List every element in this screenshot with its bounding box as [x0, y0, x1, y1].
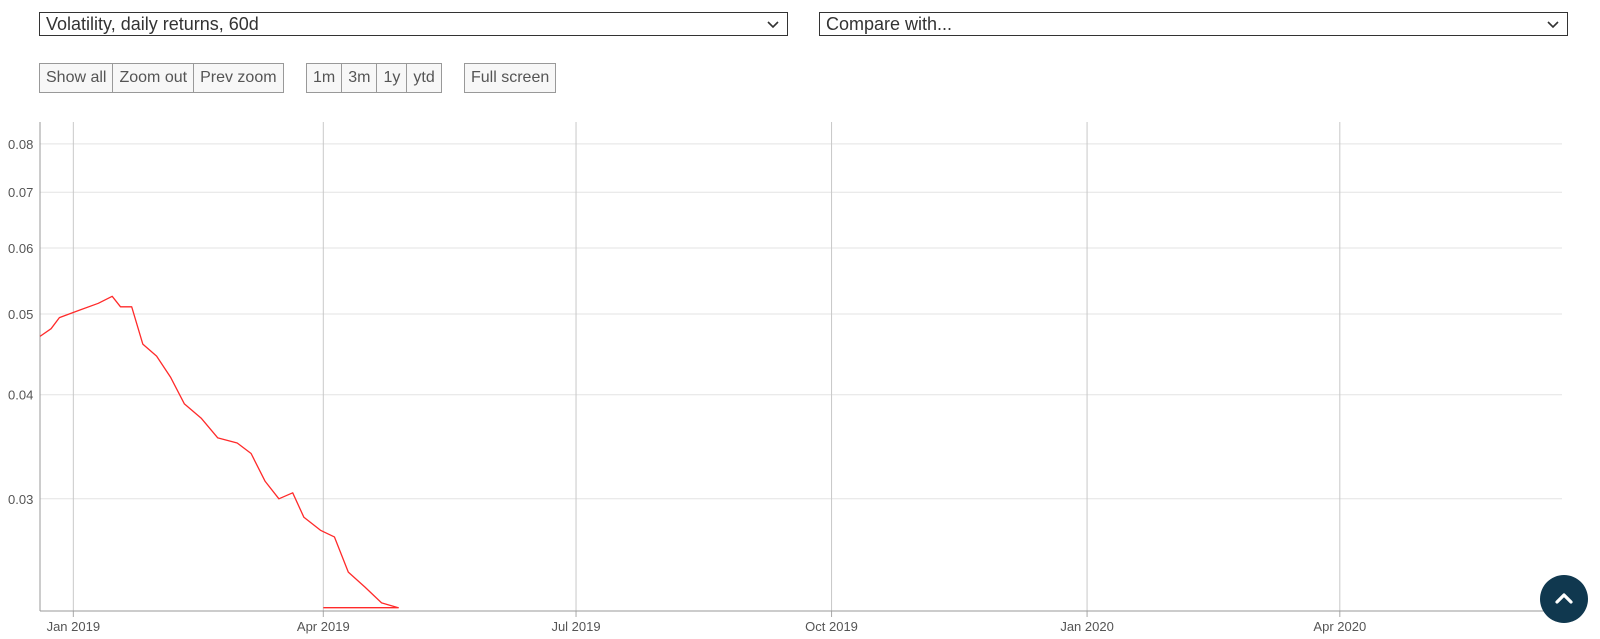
volatility-series-line [39, 295, 399, 609]
metric-select[interactable]: Volatility, daily returns, 60d [39, 12, 788, 36]
compare-select-value: Compare with... [826, 13, 953, 34]
fullscreen-button-group: Full screen [464, 63, 557, 93]
zoom-out-button[interactable]: Zoom out [113, 64, 195, 92]
chevron-down-icon [765, 16, 781, 32]
x-tick-label: Apr 2020 [1313, 619, 1366, 634]
show-all-button[interactable]: Show all [40, 64, 114, 92]
volatility-chart[interactable]: 0.03 0.04 0.05 0.06 0.07 0.08 Jan 2019 Apr 2019… [0, 110, 1600, 639]
metric-select-value: Volatility, daily returns, 60d [46, 13, 259, 34]
range-1m-button[interactable]: 1m [307, 64, 343, 92]
zoom-button-group: Show all Zoom out Prev zoom [39, 63, 284, 93]
range-1y-button[interactable]: 1y [377, 64, 408, 92]
chart-grid [40, 122, 1562, 611]
x-tick-label: Oct 2019 [805, 619, 858, 634]
x-tick-label: Jul 2019 [551, 619, 600, 634]
compare-select[interactable]: Compare with... [819, 12, 1568, 36]
x-tick-label: Jan 2019 [47, 619, 101, 634]
chevron-down-icon [1545, 16, 1561, 32]
range-ytd-button[interactable]: ytd [407, 64, 441, 92]
y-tick-label: 0.07 [8, 185, 33, 200]
range-3m-button[interactable]: 3m [342, 64, 378, 92]
x-tick-label: Jan 2020 [1060, 619, 1114, 634]
chart-series [39, 295, 399, 609]
scroll-top-button[interactable] [1540, 575, 1588, 623]
prev-zoom-button[interactable]: Prev zoom [194, 64, 283, 92]
chart-axes: 0.03 0.04 0.05 0.06 0.07 0.08 Jan 2019 Apr 2019… [8, 122, 1562, 634]
y-tick-label: 0.08 [8, 137, 33, 152]
range-button-group: 1m 3m 1y ytd [306, 63, 442, 93]
chevron-up-icon [1555, 593, 1573, 604]
y-tick-label: 0.05 [8, 307, 33, 322]
x-tick-label: Apr 2019 [297, 619, 350, 634]
full-screen-button[interactable]: Full screen [465, 64, 556, 92]
y-tick-label: 0.04 [8, 388, 33, 403]
y-tick-label: 0.03 [8, 492, 33, 507]
y-tick-label: 0.06 [8, 241, 33, 256]
